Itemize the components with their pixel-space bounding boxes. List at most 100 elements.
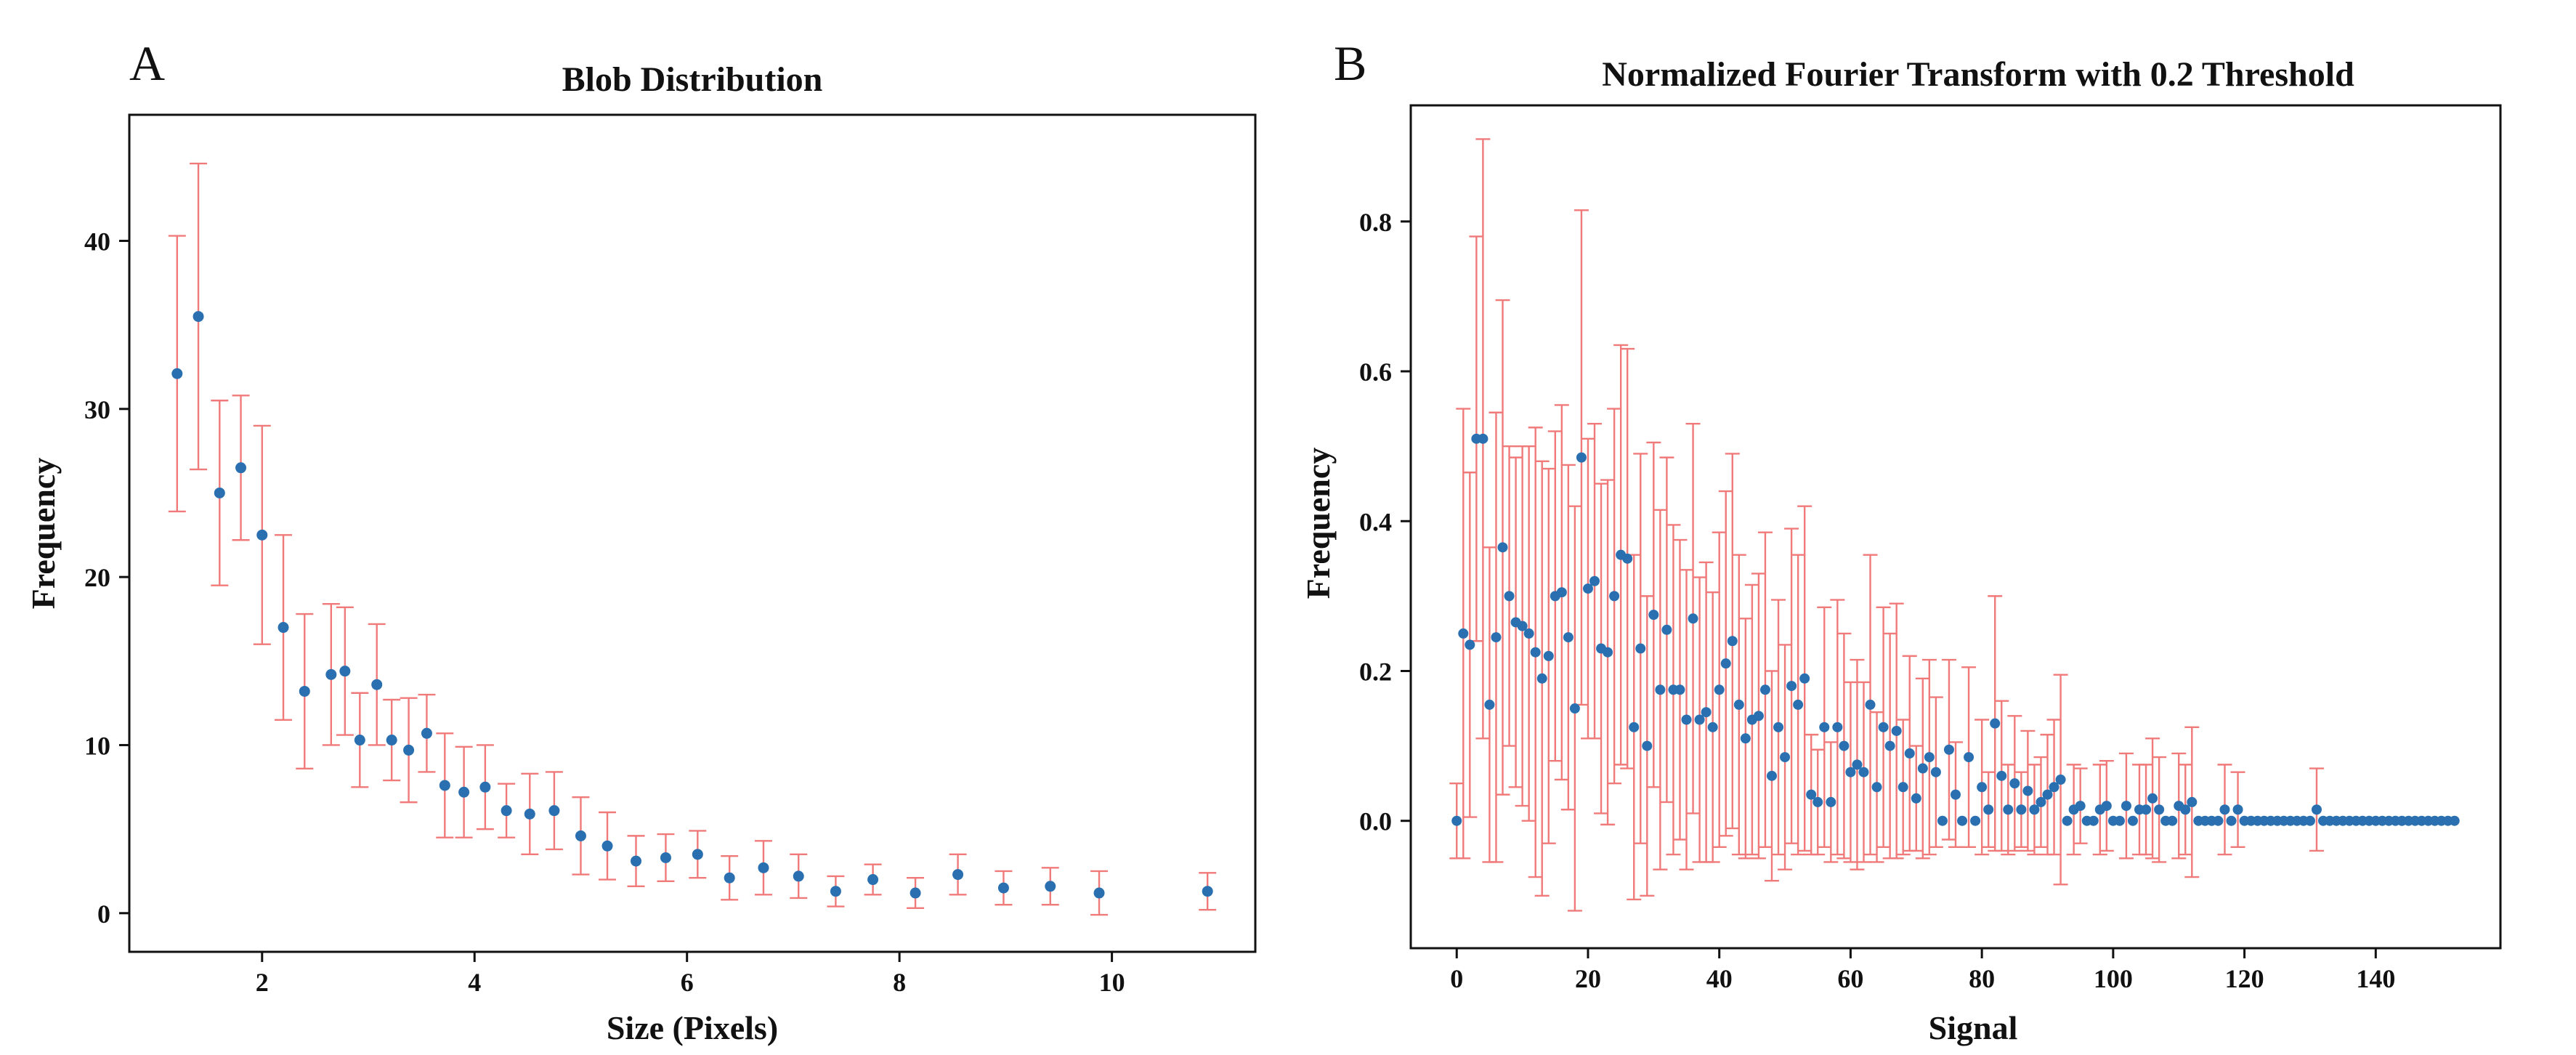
- data-point: [793, 870, 804, 882]
- y-tick-label: 0.0: [1359, 807, 1392, 836]
- data-point: [354, 735, 365, 746]
- data-point: [1458, 628, 1469, 639]
- data-point: [1202, 886, 1213, 897]
- data-point: [1465, 639, 1475, 650]
- data-point: [1530, 647, 1541, 658]
- data-point: [524, 808, 535, 820]
- data-point: [1635, 643, 1646, 654]
- x-tick-label: 140: [2356, 964, 2395, 993]
- data-point: [458, 786, 470, 798]
- data-point: [1609, 591, 1620, 602]
- data-point: [2154, 804, 2165, 815]
- data-point: [1891, 725, 1902, 736]
- data-point: [1569, 703, 1580, 714]
- data-point: [1655, 684, 1666, 695]
- data-point: [479, 781, 491, 793]
- y-tick-label: 30: [84, 395, 110, 424]
- data-point: [1871, 782, 1882, 793]
- data-point: [1839, 740, 1850, 751]
- data-point: [1924, 752, 1935, 763]
- panel-b-plot-frame: [1409, 104, 2502, 950]
- x-tick-label: 6: [681, 968, 694, 997]
- panel-a-x-axis-label: Size (Pixels): [607, 1009, 778, 1046]
- data-point: [2003, 804, 2014, 815]
- data-point: [439, 780, 450, 791]
- x-tick-label: 8: [893, 968, 906, 997]
- data-point: [1497, 542, 1508, 553]
- data-point: [2088, 815, 2099, 826]
- data-point: [1714, 684, 1725, 695]
- data-point: [1858, 767, 1869, 777]
- data-point: [1720, 658, 1731, 669]
- panel-a-title: Blob Distribution: [562, 60, 823, 99]
- data-point: [952, 869, 964, 881]
- data-point: [1964, 752, 1974, 763]
- data-point: [1622, 553, 1633, 564]
- panel-a-points: [171, 311, 1213, 899]
- data-point: [660, 852, 671, 863]
- data-point: [2055, 775, 2066, 785]
- data-point: [256, 529, 268, 541]
- data-point: [1812, 796, 1823, 807]
- data-point: [1951, 789, 1961, 800]
- data-point: [1957, 815, 1968, 826]
- panel-a-letter: A: [129, 36, 165, 91]
- data-point: [2042, 789, 2053, 800]
- data-point: [1819, 721, 1830, 732]
- y-tick-label: 0.4: [1359, 507, 1392, 536]
- data-point: [1832, 721, 1843, 732]
- data-point: [1930, 767, 1941, 777]
- panel-b-ticks: 0 20 40 60 80 100 120 140 0.0 0.2 0.4 0.6 0.8: [1359, 208, 2395, 993]
- data-point: [1478, 433, 1489, 444]
- data-point: [1504, 591, 1515, 602]
- data-point: [1727, 636, 1738, 647]
- data-point: [1701, 707, 1712, 718]
- data-point: [1786, 681, 1797, 692]
- data-point: [1753, 711, 1764, 721]
- data-point: [2022, 785, 2033, 796]
- data-point: [2114, 815, 2125, 826]
- data-point: [2180, 804, 2191, 815]
- data-point: [1884, 740, 1895, 751]
- data-point: [1589, 575, 1600, 586]
- data-point: [1629, 721, 1640, 732]
- data-point: [2187, 796, 2198, 807]
- data-point: [1484, 699, 1495, 710]
- x-tick-label: 40: [1706, 964, 1733, 993]
- x-tick-label: 120: [2225, 964, 2264, 993]
- data-point: [724, 872, 735, 884]
- x-tick-label: 0: [1450, 964, 1463, 993]
- x-tick-label: 80: [1969, 964, 1995, 993]
- y-tick-label: 10: [84, 731, 110, 760]
- panel-a-errorbars: [168, 162, 1217, 916]
- y-tick-label: 0: [97, 900, 110, 929]
- data-point: [1661, 624, 1672, 635]
- data-point: [548, 805, 560, 817]
- data-point: [1543, 650, 1554, 661]
- data-point: [1707, 721, 1718, 732]
- data-point: [2062, 815, 2073, 826]
- data-point: [2226, 815, 2237, 826]
- data-point: [1045, 881, 1056, 892]
- data-point: [214, 487, 225, 498]
- data-point: [339, 666, 351, 677]
- data-point: [2219, 804, 2230, 815]
- data-point: [501, 805, 512, 817]
- data-point: [421, 727, 432, 739]
- data-point: [2449, 815, 2460, 826]
- data-point: [1852, 759, 1863, 770]
- y-tick-label: 0.2: [1359, 657, 1392, 686]
- data-point: [278, 622, 289, 634]
- data-point: [299, 685, 310, 697]
- x-tick-label: 100: [2094, 964, 2133, 993]
- x-tick-label: 2: [256, 968, 269, 997]
- data-point: [1806, 789, 1817, 800]
- y-tick-label: 0.8: [1359, 208, 1392, 237]
- data-point: [1694, 714, 1705, 725]
- data-point: [2029, 804, 2040, 815]
- data-point: [2009, 778, 2020, 789]
- data-point: [575, 830, 586, 841]
- data-point: [1674, 684, 1685, 695]
- panel-b-points: [1451, 433, 2460, 826]
- panel-b: B Normalized Fourier Transform with 0.2 …: [1300, 36, 2502, 1046]
